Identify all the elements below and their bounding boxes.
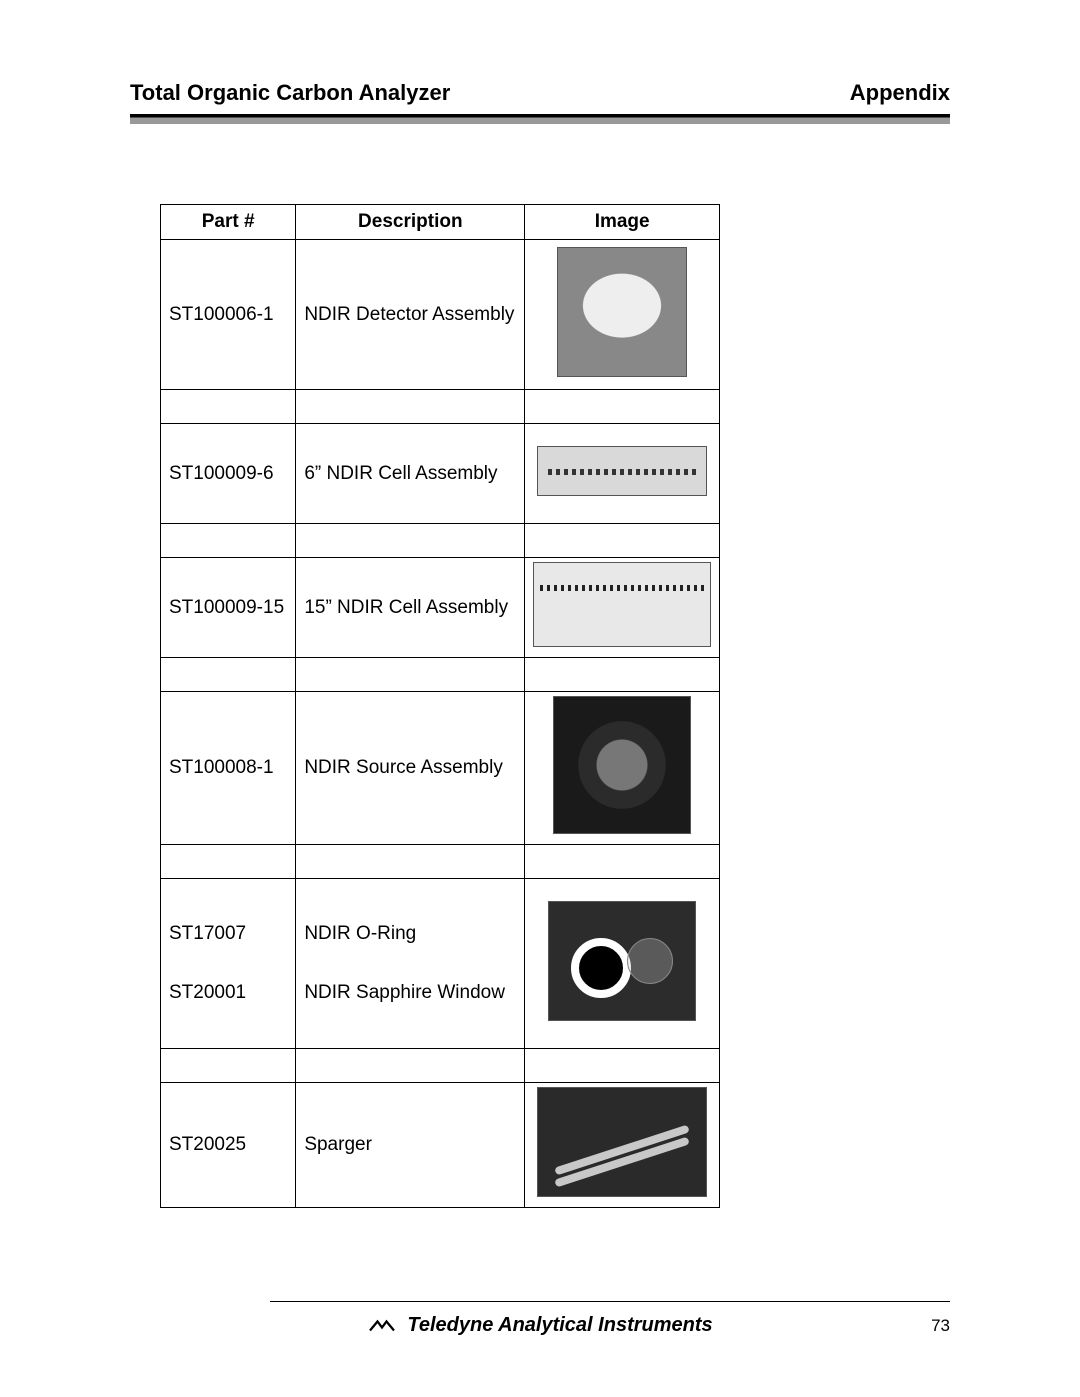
page-footer: Teledyne Analytical Instruments 73 — [130, 1301, 950, 1337]
cell-part: ST100009-6 — [161, 424, 296, 524]
cell-desc: Sparger — [296, 1083, 525, 1208]
teledyne-logo-icon — [367, 1318, 397, 1334]
footer-company: Teledyne Analytical Instruments — [407, 1314, 712, 1337]
table-row: ST100008-1NDIR Source Assembly — [161, 692, 720, 845]
table-row: ST100009-1515” NDIR Cell Assembly — [161, 558, 720, 658]
cell-image — [525, 692, 720, 845]
part-image — [548, 901, 696, 1021]
table-row: ST17007ST20001NDIR O-RingNDIR Sapphire W… — [161, 879, 720, 1049]
header-right: Appendix — [850, 80, 950, 106]
part-image — [537, 1087, 707, 1197]
part-image — [557, 247, 687, 377]
header-rule — [130, 114, 950, 124]
cell-part: ST100009-15 — [161, 558, 296, 658]
col-header-part: Part # — [161, 205, 296, 240]
col-header-desc: Description — [296, 205, 525, 240]
cell-desc: NDIR Detector Assembly — [296, 240, 525, 390]
part-image — [533, 562, 711, 647]
cell-image — [525, 424, 720, 524]
cell-desc: 15” NDIR Cell Assembly — [296, 558, 525, 658]
table-row: ST100009-66” NDIR Cell Assembly — [161, 424, 720, 524]
cell-part: ST100008-1 — [161, 692, 296, 845]
cell-part: ST17007ST20001 — [161, 879, 296, 1049]
table-header-row: Part # Description Image — [161, 205, 720, 240]
part-image — [537, 446, 707, 496]
table-spacer-row — [161, 390, 720, 424]
parts-table-wrap: Part # Description Image ST100006-1NDIR … — [160, 204, 720, 1208]
cell-image — [525, 240, 720, 390]
cell-part: ST100006-1 — [161, 240, 296, 390]
table-row: ST20025Sparger — [161, 1083, 720, 1208]
cell-desc: 6” NDIR Cell Assembly — [296, 424, 525, 524]
footer-rule — [270, 1301, 950, 1302]
header-left: Total Organic Carbon Analyzer — [130, 80, 450, 106]
table-spacer-row — [161, 524, 720, 558]
cell-image — [525, 558, 720, 658]
table-spacer-row — [161, 1049, 720, 1083]
cell-desc: NDIR O-RingNDIR Sapphire Window — [296, 879, 525, 1049]
col-header-image: Image — [525, 205, 720, 240]
cell-image — [525, 1083, 720, 1208]
table-spacer-row — [161, 658, 720, 692]
footer-page-number: 73 — [931, 1316, 950, 1336]
page: Total Organic Carbon Analyzer Appendix P… — [0, 0, 1080, 1397]
cell-image — [525, 879, 720, 1049]
cell-part: ST20025 — [161, 1083, 296, 1208]
part-image — [553, 696, 691, 834]
parts-table: Part # Description Image ST100006-1NDIR … — [160, 204, 720, 1208]
table-row: ST100006-1NDIR Detector Assembly — [161, 240, 720, 390]
page-header: Total Organic Carbon Analyzer Appendix — [130, 80, 950, 124]
cell-desc: NDIR Source Assembly — [296, 692, 525, 845]
table-spacer-row — [161, 845, 720, 879]
